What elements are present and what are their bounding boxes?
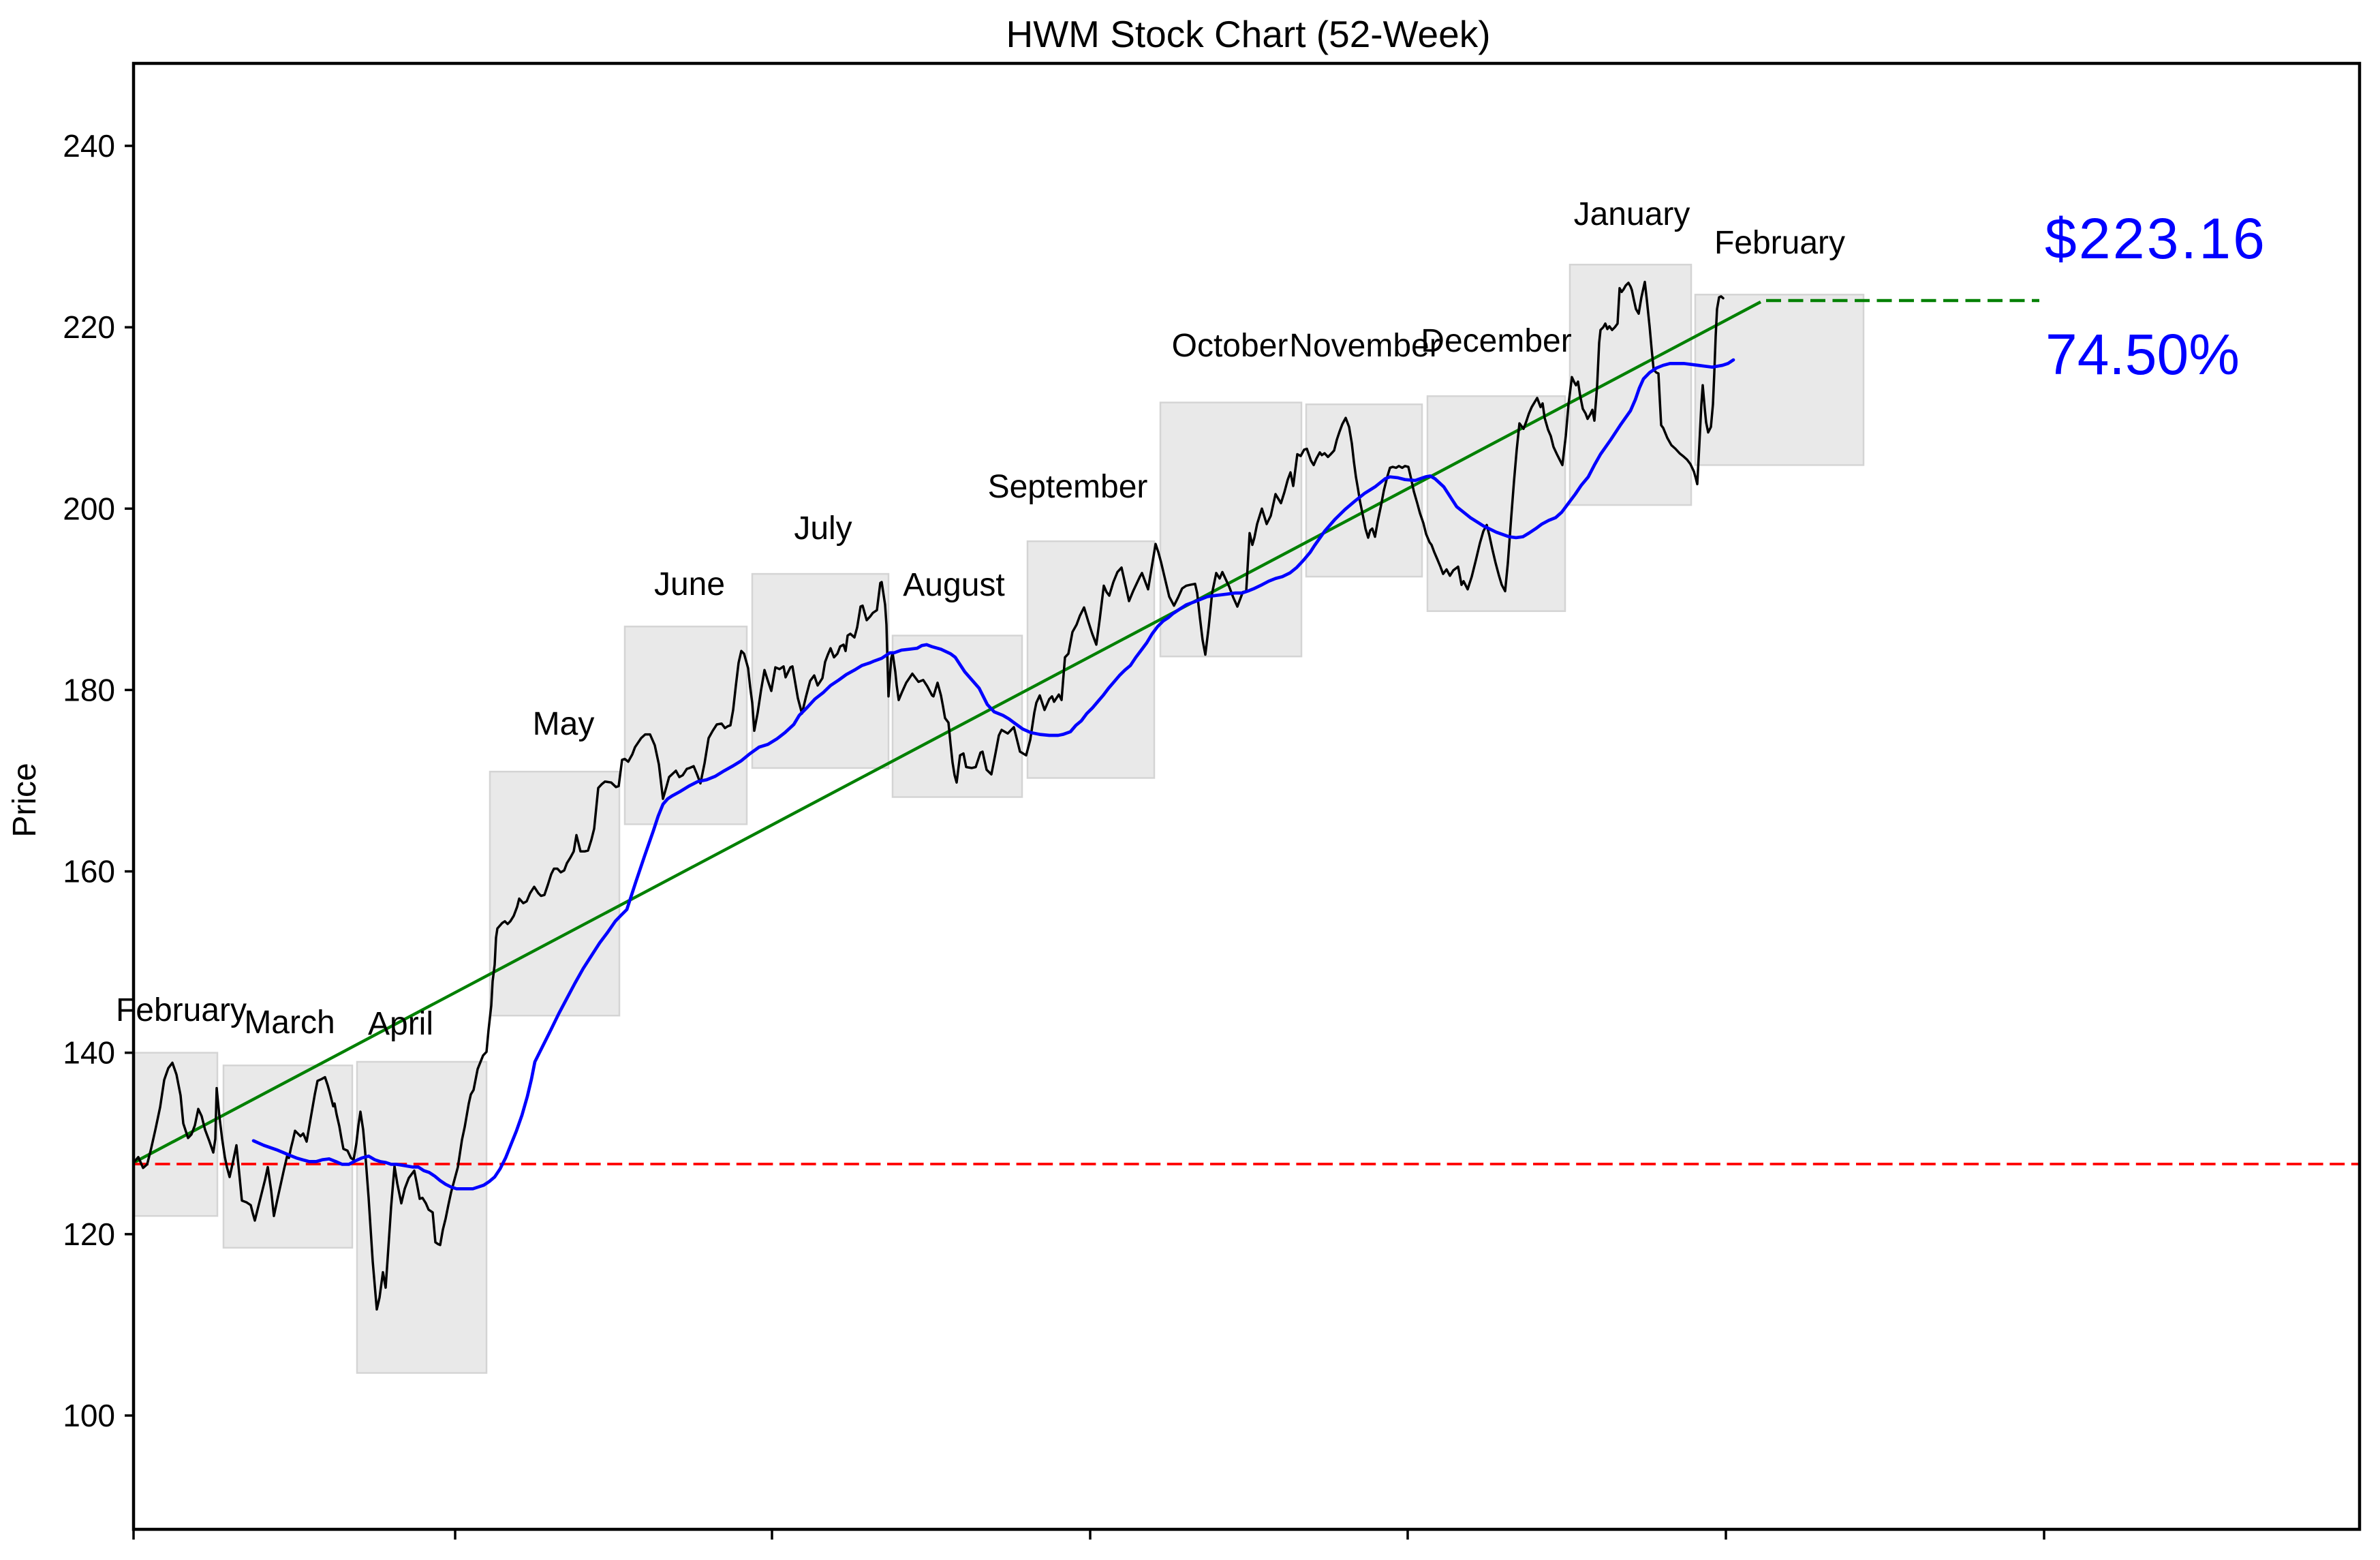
svg-text:120: 120 <box>63 1217 115 1252</box>
svg-text:HWM Stock Chart (52-Week): HWM Stock Chart (52-Week) <box>1006 13 1490 55</box>
svg-text:December: December <box>1421 323 1571 359</box>
svg-text:November: November <box>1289 328 1440 364</box>
svg-text:March: March <box>244 1005 335 1041</box>
svg-text:August: August <box>903 567 1004 603</box>
svg-text:220: 220 <box>63 309 115 345</box>
svg-text:Price: Price <box>7 763 43 837</box>
svg-text:April: April <box>368 1006 433 1042</box>
svg-text:September: September <box>988 469 1148 505</box>
svg-text:February: February <box>116 992 247 1028</box>
svg-text:140: 140 <box>63 1035 115 1071</box>
svg-text:January: January <box>1574 196 1690 232</box>
svg-text:74.50%: 74.50% <box>2045 322 2240 386</box>
svg-text:May: May <box>533 706 595 742</box>
svg-text:100: 100 <box>63 1398 115 1433</box>
svg-text:$223.16: $223.16 <box>2045 207 2267 271</box>
svg-text:July: July <box>794 510 852 547</box>
svg-text:200: 200 <box>63 491 115 526</box>
svg-text:240: 240 <box>63 128 115 164</box>
svg-text:February: February <box>1714 225 1845 261</box>
svg-text:October: October <box>1172 328 1288 364</box>
svg-text:160: 160 <box>63 854 115 889</box>
svg-text:June: June <box>654 566 725 602</box>
svg-text:180: 180 <box>63 672 115 707</box>
